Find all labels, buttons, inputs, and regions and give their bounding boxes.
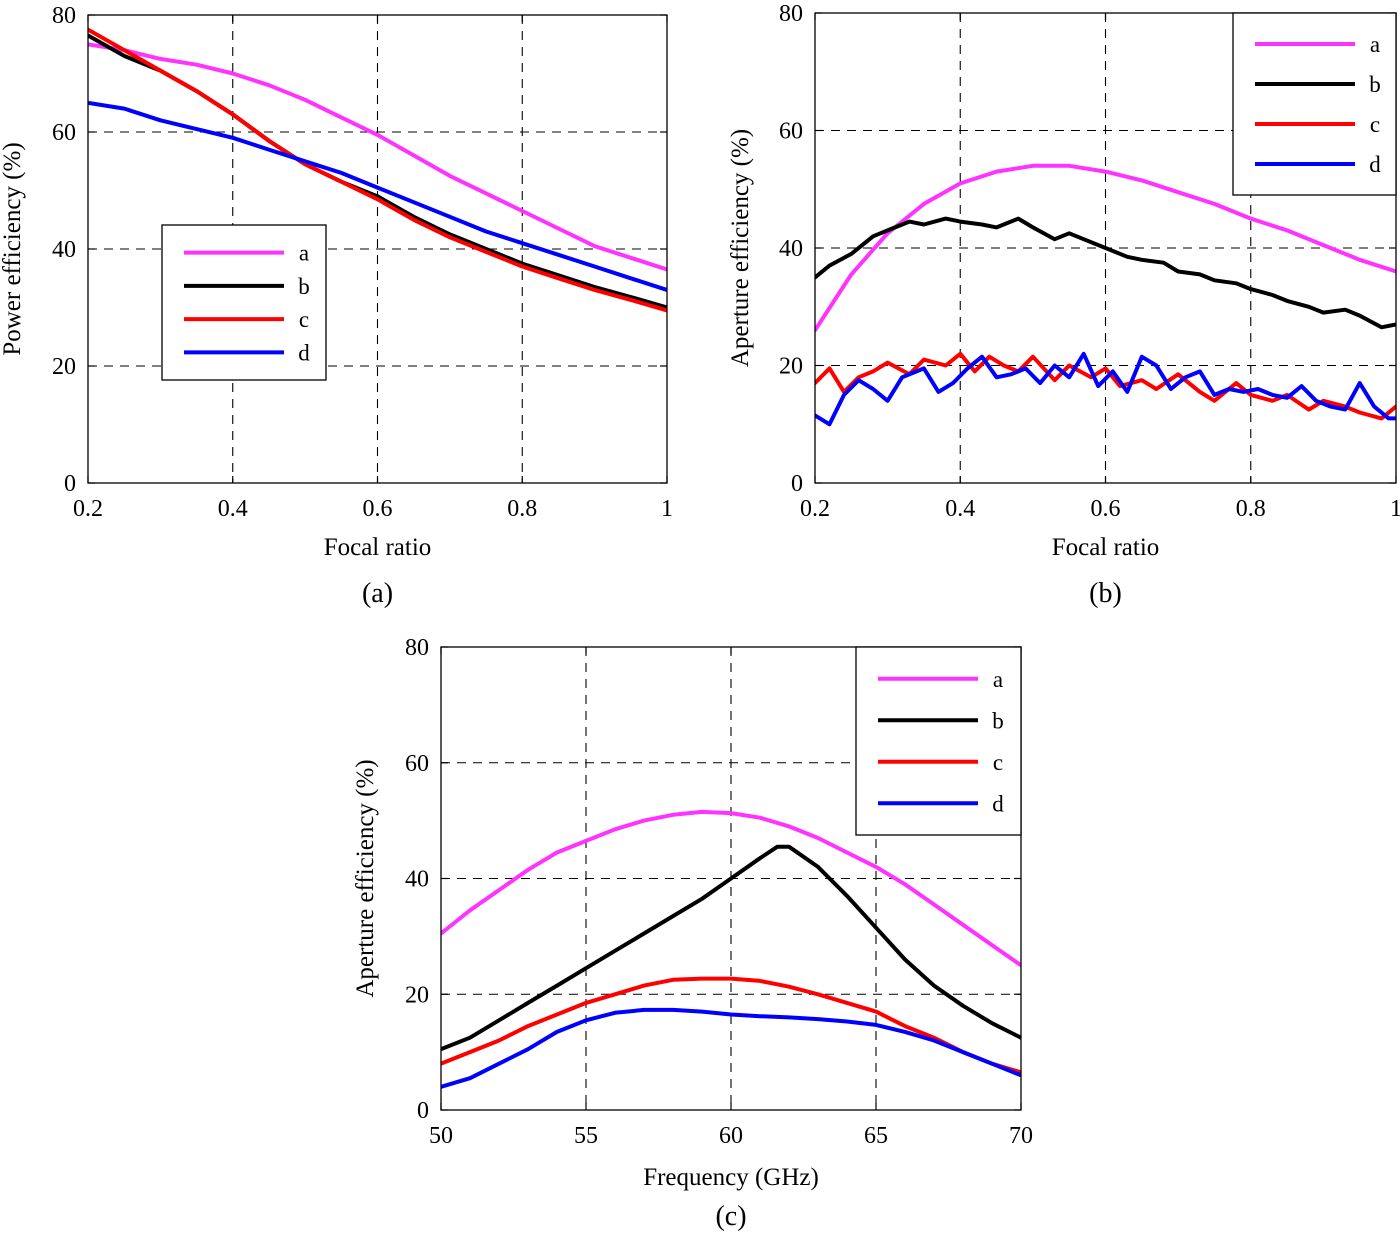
legend-label-d: d	[1369, 152, 1381, 177]
chart-panel-a: 0.2 0.4 0.6 0.8 1 0 20 40 60 80 Focal ratio Power e…	[0, 3, 673, 609]
chart-panel-c: 50 55 60 65 70 0 20 40 60 80 Frequency (GHz) Apertu…	[352, 635, 1033, 1232]
y-tick-label: 60	[779, 119, 803, 145]
series-line-c	[441, 976, 1021, 1075]
legend-label-b: b	[1369, 72, 1381, 97]
x-tick-label: 0.2	[73, 496, 103, 522]
x-tick-label: 0.8	[1236, 496, 1266, 522]
plot-frame	[440, 646, 1022, 1111]
y-tick-label: 0	[791, 471, 803, 497]
x-tick-label: 0.8	[507, 496, 537, 522]
legend-label-a: a	[1370, 32, 1380, 57]
legend-label-c: c	[993, 750, 1003, 775]
x-tick-label: 60	[719, 1123, 743, 1149]
legend-label-b: b	[992, 708, 1004, 733]
legend-label-c: c	[1370, 112, 1380, 137]
y-tick-label: 0	[417, 1098, 429, 1124]
chart-panel-b: 0.2 0.4 0.6 0.8 1 0 20 40 60 80 Focal ratio Apertur…	[727, 1, 1400, 609]
x-tick-label: 0.6	[363, 496, 393, 522]
x-tick-label: 0.4	[945, 496, 975, 522]
y-axis-label: Power efficiency (%)	[0, 142, 26, 355]
x-tick-label: 50	[429, 1123, 453, 1149]
series-line-d	[88, 100, 667, 292]
y-tick-label: 20	[405, 982, 429, 1008]
y-tick-label: 80	[52, 3, 76, 29]
x-axis-label: Focal ratio	[324, 534, 432, 561]
x-tick-label: 55	[574, 1123, 598, 1149]
series-line-a	[88, 42, 667, 272]
x-tick-label: 0.4	[218, 496, 248, 522]
y-tick-label: 80	[405, 635, 429, 661]
x-tick-label: 0.6	[1091, 496, 1121, 522]
series-line-d	[815, 351, 1396, 427]
legend-label-b: b	[298, 274, 310, 299]
y-tick-label: 60	[52, 120, 76, 146]
legend-label-a: a	[993, 667, 1003, 692]
series-line-c	[88, 27, 667, 313]
y-tick-label: 20	[52, 354, 76, 380]
x-tick-label: 1	[661, 496, 673, 522]
legend-label-c: c	[299, 307, 309, 332]
y-tick-label: 40	[779, 236, 803, 262]
plot-frame	[87, 14, 668, 484]
series-line-c	[815, 351, 1396, 421]
y-tick-label: 20	[779, 354, 803, 380]
y-tick-label: 40	[405, 867, 429, 893]
series-line-a	[815, 163, 1396, 333]
panel-caption-a: (a)	[362, 578, 393, 609]
panel-caption-c: (c)	[715, 1201, 746, 1232]
x-tick-label: 70	[1009, 1123, 1033, 1149]
y-axis-label: Aperture efficiency (%)	[352, 759, 379, 997]
x-axis-label: Frequency (GHz)	[643, 1164, 819, 1191]
series-line-b	[441, 844, 1021, 1052]
y-tick-label: 80	[779, 1, 803, 27]
plot-frame	[814, 12, 1397, 484]
y-tick-label: 0	[64, 471, 76, 497]
x-tick-label: 0.2	[800, 496, 830, 522]
y-tick-label: 60	[405, 751, 429, 777]
legend-label-a: a	[299, 241, 309, 266]
x-axis-label: Focal ratio	[1052, 534, 1160, 561]
series-line-d	[441, 1007, 1021, 1089]
legend-label-d: d	[298, 340, 310, 365]
panel-caption-b: (b)	[1089, 578, 1122, 609]
x-tick-label: 65	[864, 1123, 888, 1149]
series-line-b	[815, 216, 1396, 330]
x-tick-label: 1	[1390, 496, 1400, 522]
y-axis-label: Aperture efficiency (%)	[727, 129, 754, 367]
legend-label-d: d	[992, 791, 1004, 816]
y-tick-label: 40	[52, 237, 76, 263]
series-line-a	[441, 809, 1021, 968]
